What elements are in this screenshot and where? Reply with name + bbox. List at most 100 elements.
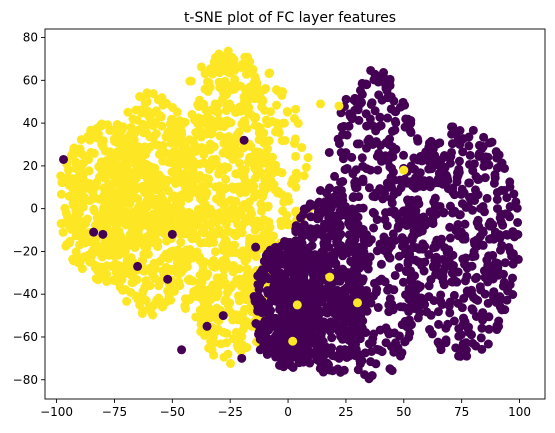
data-point <box>401 245 411 255</box>
data-point <box>341 208 351 218</box>
data-point <box>437 299 447 309</box>
data-point <box>450 190 460 200</box>
data-point <box>280 272 290 282</box>
data-point <box>210 106 220 116</box>
data-point <box>333 213 343 223</box>
data-point <box>169 286 179 296</box>
data-point <box>472 272 482 282</box>
data-point <box>372 151 382 161</box>
data-point <box>340 201 350 211</box>
data-point <box>255 345 265 355</box>
data-point <box>381 323 391 333</box>
data-point <box>163 286 173 296</box>
data-point <box>177 120 187 130</box>
data-point <box>292 300 302 310</box>
data-point <box>367 121 377 131</box>
data-point <box>447 208 457 218</box>
data-point <box>369 223 379 233</box>
data-point <box>288 174 298 184</box>
data-point <box>385 74 395 84</box>
series-0-outliers <box>288 99 409 346</box>
data-point <box>291 182 301 192</box>
data-point <box>129 277 139 287</box>
data-point <box>250 297 260 307</box>
data-point <box>496 217 506 227</box>
data-point <box>324 213 334 223</box>
plot-frame <box>44 28 546 400</box>
data-point <box>424 281 434 291</box>
data-point <box>176 237 186 247</box>
data-point <box>479 266 489 276</box>
x-tick-label: 75 <box>454 405 469 419</box>
data-point <box>69 143 79 153</box>
data-point <box>301 247 311 257</box>
data-point <box>334 101 344 111</box>
data-point <box>59 154 69 164</box>
data-point <box>390 175 400 185</box>
data-point <box>142 202 152 212</box>
data-point <box>184 186 194 196</box>
data-point <box>344 121 354 131</box>
x-tick-label: −25 <box>218 405 243 419</box>
data-point <box>385 134 395 144</box>
data-point <box>346 331 356 341</box>
data-point <box>126 122 136 132</box>
data-point <box>363 264 373 274</box>
data-point <box>92 178 102 188</box>
data-point <box>325 272 335 282</box>
data-point <box>428 243 438 253</box>
data-point <box>192 220 202 230</box>
data-point <box>285 306 295 316</box>
data-point <box>250 163 260 173</box>
data-point <box>190 291 200 301</box>
data-point <box>239 135 249 145</box>
data-point <box>255 190 265 200</box>
data-point <box>180 229 190 239</box>
data-point <box>98 271 108 281</box>
data-point <box>56 171 66 181</box>
x-tick-label: −75 <box>102 405 127 419</box>
data-point <box>240 199 250 209</box>
data-point <box>162 236 172 246</box>
data-point <box>401 114 411 124</box>
data-point <box>338 264 348 274</box>
data-point <box>118 267 128 277</box>
data-point <box>188 227 198 237</box>
data-point <box>112 137 122 147</box>
data-point <box>265 68 275 78</box>
data-point <box>345 109 355 119</box>
data-point <box>495 233 505 243</box>
data-point <box>315 99 325 109</box>
data-point <box>361 109 371 119</box>
data-point <box>266 340 276 350</box>
data-point <box>255 123 265 133</box>
data-point <box>424 249 434 259</box>
data-point <box>138 119 148 129</box>
data-point <box>492 195 502 205</box>
data-point <box>267 152 277 162</box>
data-point <box>492 153 502 163</box>
data-point <box>264 347 274 357</box>
data-point <box>264 136 274 146</box>
data-point <box>464 141 474 151</box>
data-point <box>456 135 466 145</box>
data-point <box>202 321 212 331</box>
data-point <box>101 199 111 209</box>
data-point <box>112 166 122 176</box>
data-point <box>142 146 152 156</box>
data-point <box>151 106 161 116</box>
data-point <box>414 283 424 293</box>
data-point <box>199 158 209 168</box>
data-point <box>89 227 99 237</box>
data-point <box>258 96 268 106</box>
data-point <box>154 281 164 291</box>
data-point <box>461 253 471 263</box>
data-point <box>222 249 232 259</box>
data-point <box>431 269 441 279</box>
data-point <box>135 167 145 177</box>
data-point <box>123 175 133 185</box>
data-point <box>398 277 408 287</box>
data-point <box>64 191 74 201</box>
data-point <box>209 350 219 360</box>
data-point <box>234 226 244 236</box>
